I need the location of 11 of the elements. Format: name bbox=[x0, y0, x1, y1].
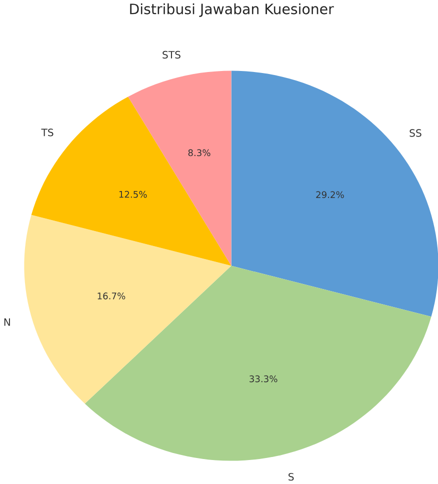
data-label: 33.3% bbox=[249, 375, 278, 382]
data-label: 8.3% bbox=[188, 149, 210, 156]
data-label: 12.5% bbox=[119, 190, 147, 198]
data-label: 16.7% bbox=[98, 292, 125, 300]
slice-label: N bbox=[4, 318, 10, 326]
slice-label: TS bbox=[41, 128, 54, 136]
slice-label: S bbox=[288, 472, 294, 481]
data-label: 29.2% bbox=[316, 191, 344, 198]
slice-label: STS bbox=[162, 50, 180, 59]
slice-label: SS bbox=[410, 129, 422, 137]
chart-title: Distribusi Jawaban Kuesioner bbox=[130, 3, 334, 17]
